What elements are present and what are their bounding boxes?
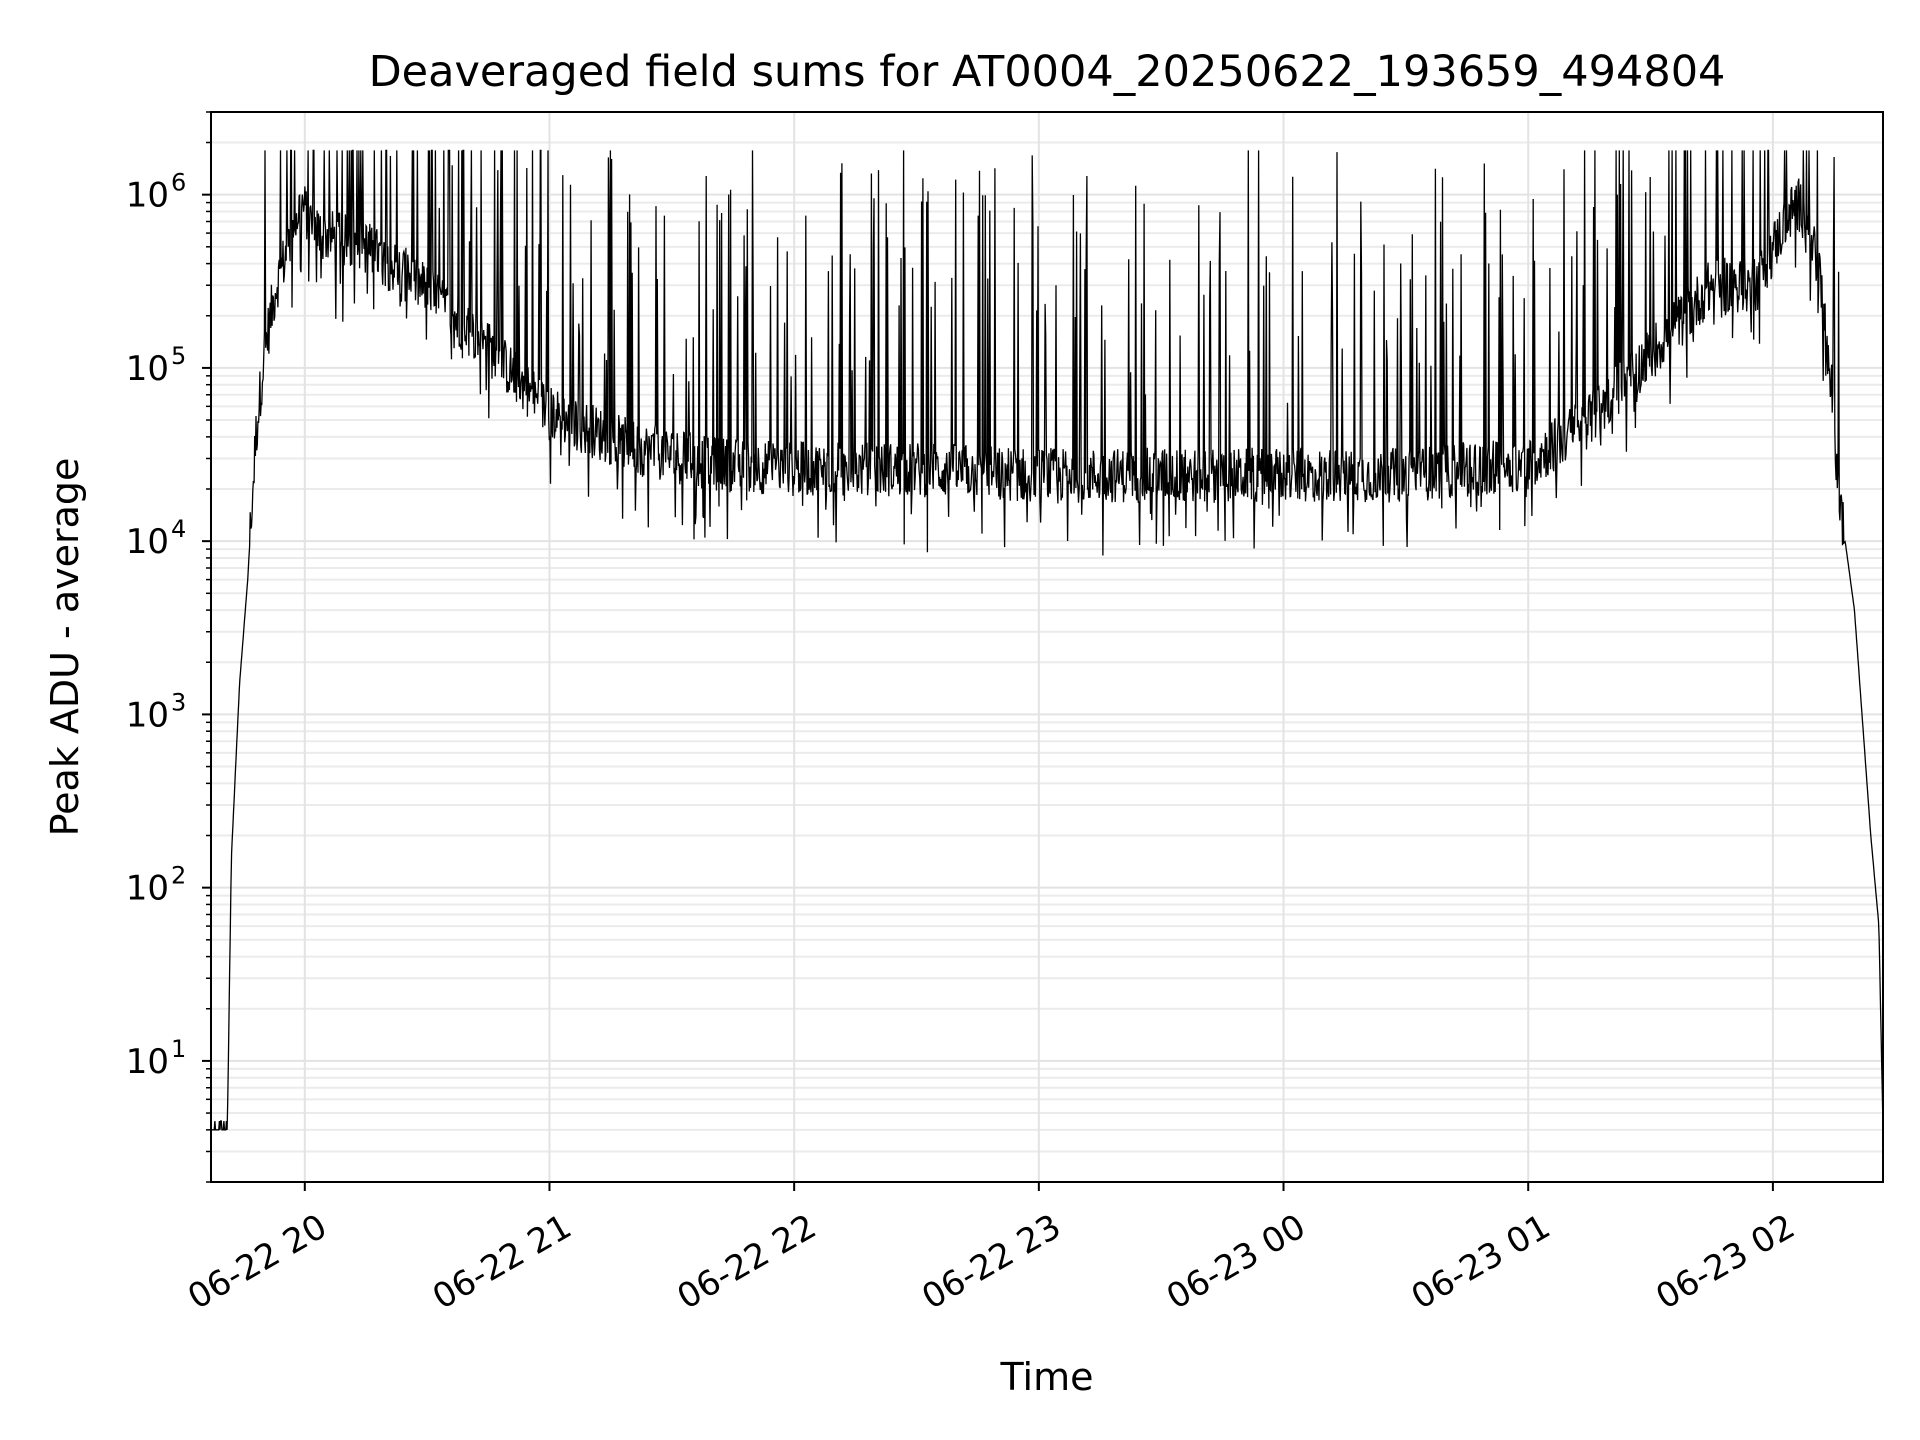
y-axis-label: Peak ADU - average [43, 458, 87, 837]
y-tick-exponent: 1 [171, 1035, 186, 1063]
chart-title: Deaveraged field sums for AT0004_2025062… [369, 47, 1726, 97]
y-tick-label: 10 [126, 176, 169, 216]
y-tick-exponent: 5 [171, 342, 186, 370]
y-tick-label: 10 [126, 522, 169, 562]
y-tick-label: 10 [126, 869, 169, 909]
y-tick-exponent: 3 [171, 688, 186, 716]
y-tick-label: 10 [126, 1042, 169, 1082]
series-group [211, 149, 1883, 1131]
plot-frame [210, 111, 1884, 1183]
x-axis-label: Time [1000, 1355, 1094, 1399]
series-line [211, 149, 1883, 1131]
y-tick-exponent: 2 [171, 862, 186, 890]
y-tick-exponent: 4 [171, 515, 186, 543]
y-tick-label: 10 [126, 695, 169, 735]
y-tick-exponent: 6 [171, 169, 186, 197]
y-tick-label: 10 [126, 349, 169, 389]
